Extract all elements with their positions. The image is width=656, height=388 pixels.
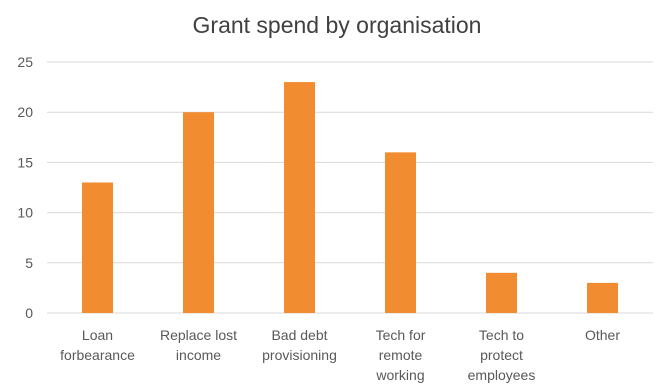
- bar: [486, 272, 517, 313]
- bar: [587, 282, 618, 313]
- gridlines: [47, 61, 653, 314]
- x-tick-label: Loan forbearance: [60, 327, 135, 363]
- chart-title: Grant spend by organisation: [193, 12, 482, 38]
- y-tick-label: 5: [25, 255, 33, 271]
- bar: [385, 152, 416, 313]
- y-tick-label: 15: [17, 154, 33, 170]
- y-axis-tick-labels: 0 5 10 15 20 25: [17, 54, 33, 321]
- x-tick-label: Tech to protect employees: [468, 327, 536, 383]
- bar: [183, 112, 214, 313]
- bar: [284, 82, 315, 313]
- x-axis-tick-labels: Loan forbearance Replace lost income Bad deb…: [60, 327, 620, 383]
- bars: [82, 82, 618, 313]
- x-tick-label: Replace lost income: [160, 327, 237, 363]
- y-tick-label: 25: [17, 54, 33, 70]
- y-tick-label: 0: [25, 305, 33, 321]
- x-tick-label: Bad debt provisioning: [262, 327, 337, 363]
- x-tick-label: Tech for remote working: [375, 327, 425, 383]
- x-tick-label: Other: [585, 327, 620, 343]
- y-tick-label: 10: [17, 205, 33, 221]
- y-tick-label: 20: [17, 104, 33, 120]
- bar: [82, 182, 113, 313]
